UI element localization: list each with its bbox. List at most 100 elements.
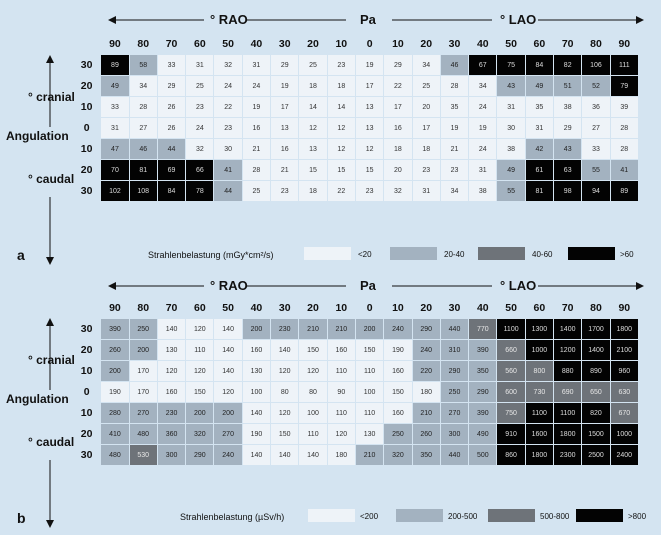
caudal-label: ° caudal <box>28 435 75 449</box>
dose-cell: 49 <box>100 75 130 97</box>
dose-cell: 1800 <box>609 318 639 340</box>
table-row: 10 47 46 44 32 30 21 16 13 12 12 18 18 21 24 38 42 43 33 28 <box>71 138 639 160</box>
legend-label-low: <200 <box>360 512 379 521</box>
legend-label-mid: 200-500 <box>448 512 478 521</box>
dose-cell: 14 <box>298 96 328 118</box>
dose-cell: 890 <box>581 360 611 382</box>
dose-cell: 160 <box>326 339 356 361</box>
row-label: 20 <box>71 423 102 445</box>
dose-cell: 560 <box>496 360 526 382</box>
panel-b: ° RAO Pa ° LAO 90 80 70 60 50 40 30 20 10 0 10 20 30… <box>0 270 661 535</box>
dose-cell: 19 <box>241 96 272 118</box>
column-header: 30 <box>270 33 300 55</box>
dose-cell: 350 <box>468 360 498 382</box>
legend-label-mid: 20-40 <box>444 250 465 259</box>
dose-cell: 150 <box>354 339 385 361</box>
dose-cell: 1100 <box>496 318 526 340</box>
dose-cell: 140 <box>156 318 187 340</box>
dose-cell: 23 <box>326 54 356 76</box>
dose-cell: 140 <box>241 444 272 466</box>
legend-swatch-low <box>308 509 355 522</box>
legend-label-max: >800 <box>628 512 647 521</box>
dose-cell: 41 <box>213 159 243 181</box>
column-header: 70 <box>156 297 187 319</box>
dose-cell: 16 <box>241 117 272 139</box>
dose-cell: 41 <box>609 159 639 181</box>
dose-cell: 630 <box>609 381 639 403</box>
dose-cell: 19 <box>468 117 498 139</box>
table-row: 20 49 34 29 25 24 24 19 18 18 17 22 25 28 34 43 49 51 52 79 <box>71 75 639 97</box>
dose-cell: 28 <box>609 117 639 139</box>
dose-cell: 140 <box>213 318 243 340</box>
dose-cell: 23 <box>213 117 243 139</box>
dose-cell: 90 <box>326 381 356 403</box>
dose-cell: 33 <box>581 138 611 160</box>
dose-cell: 240 <box>213 444 243 466</box>
dose-cell: 34 <box>128 75 158 97</box>
dose-cell: 270 <box>128 402 158 424</box>
dose-cell: 24 <box>468 96 498 118</box>
legend-title: Strahlenbelastung (mGy*cm²/s) <box>148 250 274 260</box>
dose-cell: 89 <box>100 54 130 76</box>
dose-cell: 190 <box>383 339 413 361</box>
table-row: 10 33 28 26 23 22 19 17 14 14 13 17 20 35 24 31 35 38 36 39 <box>71 96 639 118</box>
dose-cell: 190 <box>241 423 272 445</box>
row-label: 20 <box>71 159 102 181</box>
column-header: 20 <box>411 297 441 319</box>
dose-cell: 32 <box>213 54 243 76</box>
dose-cell: 730 <box>524 381 555 403</box>
dose-cell: 320 <box>185 423 215 445</box>
column-header-row: 90 80 70 60 50 40 30 20 10 0 10 20 30 40 50 60 70 80 90 <box>71 33 639 55</box>
column-header: 40 <box>468 297 498 319</box>
legend-label-high: 500-800 <box>540 512 570 521</box>
dose-cell: 35 <box>524 96 555 118</box>
dose-cell: 24 <box>241 75 272 97</box>
dose-cell: 200 <box>185 402 215 424</box>
dose-cell: 23 <box>439 159 470 181</box>
dose-cell: 160 <box>383 402 413 424</box>
column-header: 40 <box>241 33 272 55</box>
dose-cell: 17 <box>383 96 413 118</box>
dose-cell: 190 <box>100 381 130 403</box>
dose-cell: 120 <box>270 402 300 424</box>
dose-cell: 120 <box>185 318 215 340</box>
dose-cell: 130 <box>241 360 272 382</box>
dose-cell: 240 <box>411 339 441 361</box>
dose-cell: 32 <box>185 138 215 160</box>
table-row: 20 70 81 69 66 41 28 21 15 15 15 20 23 23 31 49 61 63 55 41 <box>71 159 639 181</box>
dose-cell: 1000 <box>524 339 555 361</box>
column-header: 90 <box>609 297 639 319</box>
legend-label-max: >60 <box>620 250 634 259</box>
dose-cell: 49 <box>496 159 526 181</box>
column-header: 30 <box>439 33 470 55</box>
dose-cell: 200 <box>128 339 158 361</box>
column-header: 60 <box>185 297 215 319</box>
dose-cell: 2100 <box>609 339 639 361</box>
dose-cell: 19 <box>270 75 300 97</box>
dose-cell: 650 <box>581 381 611 403</box>
dose-cell: 260 <box>100 339 130 361</box>
table-row: 10 200 170 120 120 140 130 120 120 110 110 160 220 29… <box>71 360 639 382</box>
dose-cell: 120 <box>213 381 243 403</box>
dose-cell: 102 <box>100 180 130 202</box>
column-header: 60 <box>524 33 555 55</box>
legend-swatch-max <box>576 509 623 522</box>
dose-cell: 25 <box>185 75 215 97</box>
dose-cell: 38 <box>468 180 498 202</box>
dose-cell: 24 <box>185 117 215 139</box>
dose-cell: 51 <box>553 75 583 97</box>
dose-cell: 66 <box>185 159 215 181</box>
dose-cell: 84 <box>156 180 187 202</box>
cranial-label: ° cranial <box>28 353 75 367</box>
dose-cell: 1500 <box>581 423 611 445</box>
table-row: 0 190 170 160 150 120 100 80 80 90 100 150 180 250 290… <box>71 381 639 403</box>
legend-b: Strahlenbelastung (µSv/h) <200 200-500 5… <box>0 506 661 530</box>
row-label: 30 <box>71 444 102 466</box>
dose-cell: 22 <box>326 180 356 202</box>
dose-cell: 910 <box>496 423 526 445</box>
column-header: 60 <box>524 297 555 319</box>
dose-cell: 21 <box>270 159 300 181</box>
dose-cell: 89 <box>609 180 639 202</box>
dose-cell: 100 <box>241 381 272 403</box>
dose-cell: 17 <box>270 96 300 118</box>
